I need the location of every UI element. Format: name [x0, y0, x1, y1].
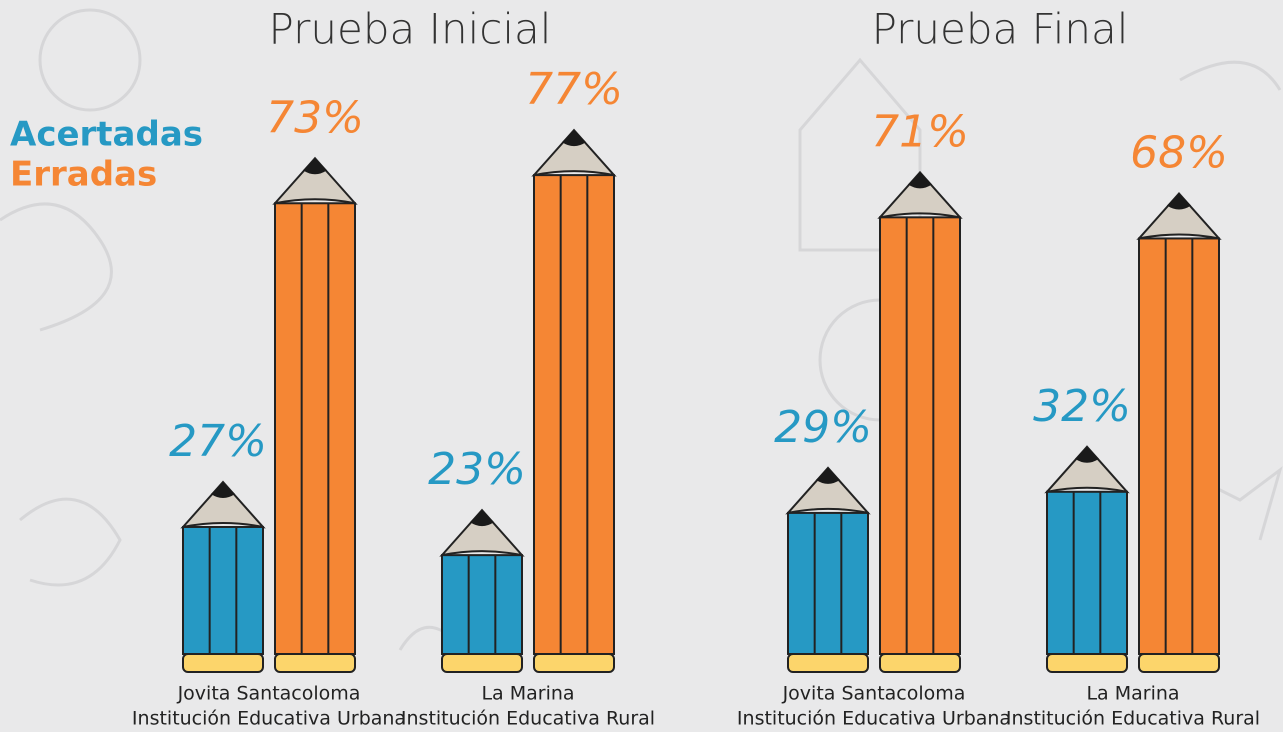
pencil-wood — [272, 156, 358, 205]
category-label: La Marina — [1086, 683, 1179, 705]
pencil-tip — [908, 172, 932, 189]
pencil-tip — [470, 510, 494, 527]
pencil-bar — [439, 508, 525, 673]
pencil-body — [1046, 490, 1128, 655]
value-label: 23% — [428, 444, 526, 495]
pencil-body — [533, 174, 615, 656]
value-label: 71% — [871, 106, 969, 157]
pencil-bar — [785, 466, 871, 673]
pencil-eraser — [441, 653, 523, 673]
pencil-tip — [1167, 193, 1191, 210]
pencil-wood — [180, 480, 266, 529]
pencil-wood — [439, 508, 525, 557]
category-subtitle: Institución Educativa Urbana — [132, 708, 406, 730]
pencil-body — [787, 511, 869, 655]
pencil-body — [182, 525, 264, 655]
pencil-bar — [877, 170, 963, 673]
legend-item: Acertadas — [10, 115, 203, 155]
category-label: Jovita Santacoloma — [782, 683, 966, 705]
pencil-eraser — [1138, 653, 1220, 673]
value-label: 29% — [774, 402, 872, 453]
pencil-eraser — [879, 653, 961, 673]
pencil-bar — [180, 480, 266, 673]
value-label: 77% — [525, 64, 623, 115]
category-subtitle: Institución Educativa Rural — [1006, 708, 1260, 730]
pencil-tip — [1075, 446, 1099, 463]
pencil-tip — [816, 467, 840, 484]
pencil-bar — [531, 128, 617, 673]
chart-title: Prueba Inicial — [269, 5, 552, 54]
legend-item: Erradas — [10, 155, 157, 195]
pencil-eraser — [787, 653, 869, 673]
category-subtitle: Institución Educativa Urbana — [737, 708, 1011, 730]
pencil-eraser — [533, 653, 615, 673]
pencil-eraser — [182, 653, 264, 673]
pencil-eraser — [1046, 653, 1128, 673]
pencil-body — [274, 202, 356, 655]
pencil-wood — [785, 466, 871, 515]
pencil-body — [1138, 237, 1220, 655]
category-label: La Marina — [481, 683, 574, 705]
pencil-wood — [877, 170, 963, 219]
pencil-wood — [1044, 445, 1130, 494]
category-label: Jovita Santacoloma — [177, 683, 361, 705]
pencil-tip — [562, 130, 586, 147]
pencil-bar — [1044, 445, 1130, 673]
pencil-eraser — [274, 653, 356, 673]
value-label: 73% — [266, 92, 364, 143]
pencil-body — [879, 216, 961, 655]
chart-title: Prueba Final — [872, 5, 1129, 54]
pencil-bar — [1136, 191, 1222, 673]
pencil-tip — [303, 158, 327, 175]
pencil-tip — [211, 481, 235, 498]
pencil-bar — [272, 156, 358, 673]
pencil-wood — [1136, 191, 1222, 241]
category-subtitle: Institución Educativa Rural — [401, 708, 655, 730]
value-label: 32% — [1033, 381, 1131, 432]
value-label: 27% — [169, 416, 267, 467]
value-label: 68% — [1130, 127, 1228, 178]
pencil-wood — [531, 128, 617, 177]
pencil-body — [441, 554, 523, 656]
